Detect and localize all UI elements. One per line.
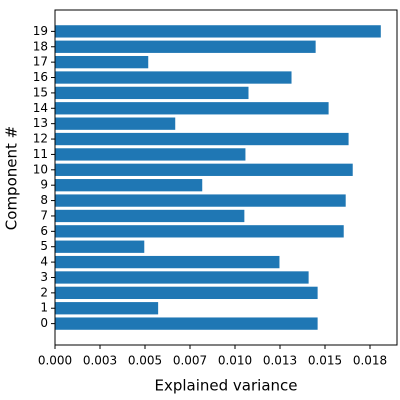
x-axis-title: Explained variance (154, 377, 297, 395)
x-tick-label: 0.015 (308, 354, 342, 368)
y-tick-label: 18 (33, 39, 48, 53)
y-tick-label: 13 (33, 116, 48, 130)
bar (55, 55, 149, 69)
bar (55, 102, 329, 115)
plot-frame (54, 9, 398, 346)
bar (55, 163, 353, 176)
bar (55, 271, 309, 284)
y-tick-label: 6 (40, 224, 48, 238)
bar (55, 255, 280, 269)
y-tick-label: 10 (33, 162, 48, 176)
bar (55, 71, 292, 84)
bar (55, 86, 249, 100)
x-tick-label: 0.003 (83, 354, 117, 368)
y-tick-label: 15 (33, 85, 48, 99)
bar (55, 225, 344, 238)
y-tick-label: 5 (40, 239, 48, 253)
bar (55, 132, 349, 146)
bar (55, 25, 381, 38)
bar (55, 317, 318, 330)
y-tick-label: 0 (40, 316, 48, 330)
y-tick-label: 7 (40, 208, 48, 222)
x-tick-label: 0.005 (128, 354, 162, 368)
bar (55, 286, 318, 300)
bar (55, 209, 245, 223)
bar (55, 240, 145, 253)
y-tick-label: 2 (40, 285, 48, 299)
bar (55, 194, 346, 207)
x-tick-label: 0.018 (353, 354, 387, 368)
x-tick-label: 0.007 (173, 354, 207, 368)
bar (55, 117, 176, 130)
y-axis-title: Component # (3, 126, 21, 230)
bar (55, 302, 159, 315)
y-tick-label: 8 (40, 193, 48, 207)
y-tick-label: 3 (40, 270, 48, 284)
y-tick-label: 19 (33, 24, 48, 38)
x-tick-label: 0.010 (218, 354, 252, 368)
y-tick-label: 14 (33, 101, 48, 115)
y-tick-label: 12 (33, 132, 48, 146)
bar (55, 179, 203, 192)
y-tick-label: 4 (40, 255, 48, 269)
y-tick-label: 9 (40, 178, 48, 192)
y-tick-label: 1 (40, 301, 48, 315)
y-tick-label: 16 (33, 70, 48, 84)
x-tick-label: 0.000 (38, 354, 72, 368)
y-tick-label: 17 (33, 55, 48, 69)
bar (55, 148, 246, 161)
y-tick-label: 11 (33, 147, 48, 161)
bar (55, 40, 316, 53)
x-tick-label: 0.013 (263, 354, 297, 368)
